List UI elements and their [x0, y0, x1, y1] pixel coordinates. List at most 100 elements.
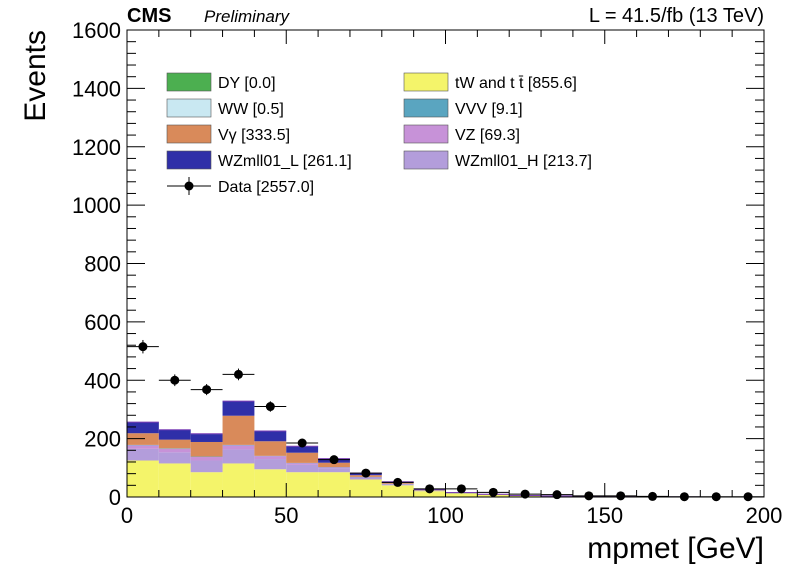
- bar-wzmll01-l-2: [190, 433, 223, 442]
- data-marker-13: [552, 490, 562, 500]
- lumi-label: L = 41.5/fb (13 TeV): [589, 5, 764, 27]
- data-marker-3: [233, 369, 243, 379]
- bar-vz-2: [190, 457, 223, 461]
- bar-tw-and-t-t--3: [222, 463, 255, 497]
- x-tick-label-0: 0: [121, 503, 133, 528]
- legend-swatch-v-: [166, 124, 212, 144]
- bar-tw-and-t-t--10: [445, 493, 478, 497]
- legend-label-wzmll01-l: WZmll01_L [261.1]: [218, 153, 352, 170]
- bar-v--1: [158, 439, 191, 449]
- x-tick-label-50: 50: [274, 503, 298, 528]
- data-marker-11: [488, 487, 498, 497]
- data-point-8: [381, 477, 414, 487]
- legend: DY [0.0] tW and t t̄ [855.6] WW [0.5] VVV […: [166, 72, 592, 196]
- data-point-10: [445, 484, 478, 494]
- data-points-layer: [127, 339, 764, 502]
- legend-entry-ww: WW [0.5]: [166, 98, 284, 118]
- data-marker-15: [616, 491, 626, 501]
- legend-entry-wzmll01-l: WZmll01_L [261.1]: [166, 150, 352, 170]
- status-label: Preliminary: [204, 7, 291, 26]
- bar-tw-and-t-t--5: [286, 472, 319, 497]
- legend-label-v-: Vγ [333.5]: [218, 127, 290, 144]
- legend-swatch-vz: [403, 124, 449, 144]
- legend-swatch-wzmll01-l: [166, 150, 212, 170]
- data-marker-9: [425, 484, 435, 494]
- data-marker-12: [520, 489, 530, 499]
- bar-vz-1: [158, 448, 191, 453]
- bar-tw-and-t-t--8: [381, 485, 414, 497]
- bar-tw-and-t-t--4: [254, 469, 287, 497]
- legend-label-vz: VZ [69.3]: [455, 127, 520, 144]
- data-marker-8: [393, 477, 403, 487]
- bar-v--6: [318, 462, 350, 468]
- bar-wzmll01-h-7: [349, 477, 382, 480]
- legend-swatch-tw-and-t-t-: [403, 72, 449, 92]
- data-marker-7: [361, 468, 371, 478]
- data-point-15: [604, 491, 637, 501]
- bar-tw-and-t-t--1: [158, 463, 191, 497]
- data-marker-2: [202, 385, 212, 395]
- bar-wzmll01-h-5: [286, 464, 319, 473]
- y-tick-label-0: 0: [109, 485, 121, 510]
- y-tick-label-1600: 1600: [72, 18, 121, 43]
- x-tick-label-100: 100: [427, 503, 464, 528]
- data-marker-6: [329, 455, 339, 465]
- data-point-5: [286, 438, 319, 448]
- stack-layer: [127, 400, 764, 498]
- data-marker-4: [265, 402, 275, 412]
- data-point-14: [572, 491, 605, 501]
- bar-v--2: [190, 441, 223, 457]
- bar-vz-0: [127, 445, 159, 449]
- legend-swatch-vvv: [403, 98, 449, 118]
- data-marker-5: [297, 438, 307, 448]
- data-point-1: [158, 374, 191, 387]
- x-tick-label-150: 150: [586, 503, 623, 528]
- bar-wzmll01-l-5: [286, 446, 319, 453]
- legend-label-ww: WW [0.5]: [218, 101, 284, 118]
- data-marker-10: [456, 484, 466, 494]
- data-point-3: [222, 368, 255, 381]
- bar-vz-5: [286, 463, 319, 465]
- y-axis-title: Events: [19, 30, 52, 122]
- data-marker-1: [170, 375, 180, 385]
- data-point-0: [127, 339, 159, 354]
- legend-swatch-dy: [166, 72, 212, 92]
- legend-entry-v-: Vγ [333.5]: [166, 124, 290, 144]
- experiment-label: CMS: [127, 5, 171, 27]
- bar-v--3: [222, 415, 255, 445]
- data-marker-16: [648, 491, 658, 501]
- legend-label-data: Data [2557.0]: [218, 179, 314, 196]
- legend-label-wzmll01-h: WZmll01_H [213.7]: [455, 153, 592, 170]
- legend-entry-wzmll01-h: WZmll01_H [213.7]: [403, 150, 592, 170]
- legend-data-marker: [184, 181, 194, 191]
- legend-swatch-ww: [166, 98, 212, 118]
- bar-tw-and-t-t--6: [318, 472, 350, 497]
- bar-v--5: [286, 452, 319, 463]
- legend-entry-vvv: VVV [9.1]: [403, 98, 523, 118]
- x-axis-title: mpmet [GeV]: [587, 532, 764, 565]
- bar-v--4: [254, 441, 287, 456]
- legend-swatch-wzmll01-h: [403, 150, 449, 170]
- legend-label-dy: DY [0.0]: [218, 75, 276, 92]
- y-tick-label-800: 800: [84, 252, 121, 277]
- y-tick-label-600: 600: [84, 310, 121, 335]
- bar-wzmll01-l-3: [222, 401, 255, 416]
- legend-entry-vz: VZ [69.3]: [403, 124, 520, 144]
- legend-entry-dy: DY [0.0]: [166, 72, 276, 92]
- data-marker-14: [584, 491, 594, 501]
- data-point-9: [413, 484, 446, 494]
- data-point-12: [509, 489, 542, 499]
- data-point-11: [477, 487, 510, 497]
- data-marker-0: [138, 342, 148, 352]
- bar-vz-4: [254, 456, 287, 460]
- legend-entry-tw-and-t-t-: tW and t t̄ [855.6]: [403, 72, 577, 92]
- data-point-2: [190, 384, 223, 396]
- bar-wzmll01-h-0: [127, 448, 159, 461]
- bar-wzmll01-l-1: [158, 429, 191, 440]
- bar-tw-and-t-t--7: [349, 479, 382, 497]
- bar-wzmll01-h-4: [254, 459, 287, 470]
- bar-wzmll01-h-6: [318, 468, 350, 473]
- axes-layer: 0 50 100 150 200 0 200 400 600 800 1000 1200 1400 160…: [72, 18, 782, 528]
- bar-wzmll01-l-4: [254, 431, 287, 442]
